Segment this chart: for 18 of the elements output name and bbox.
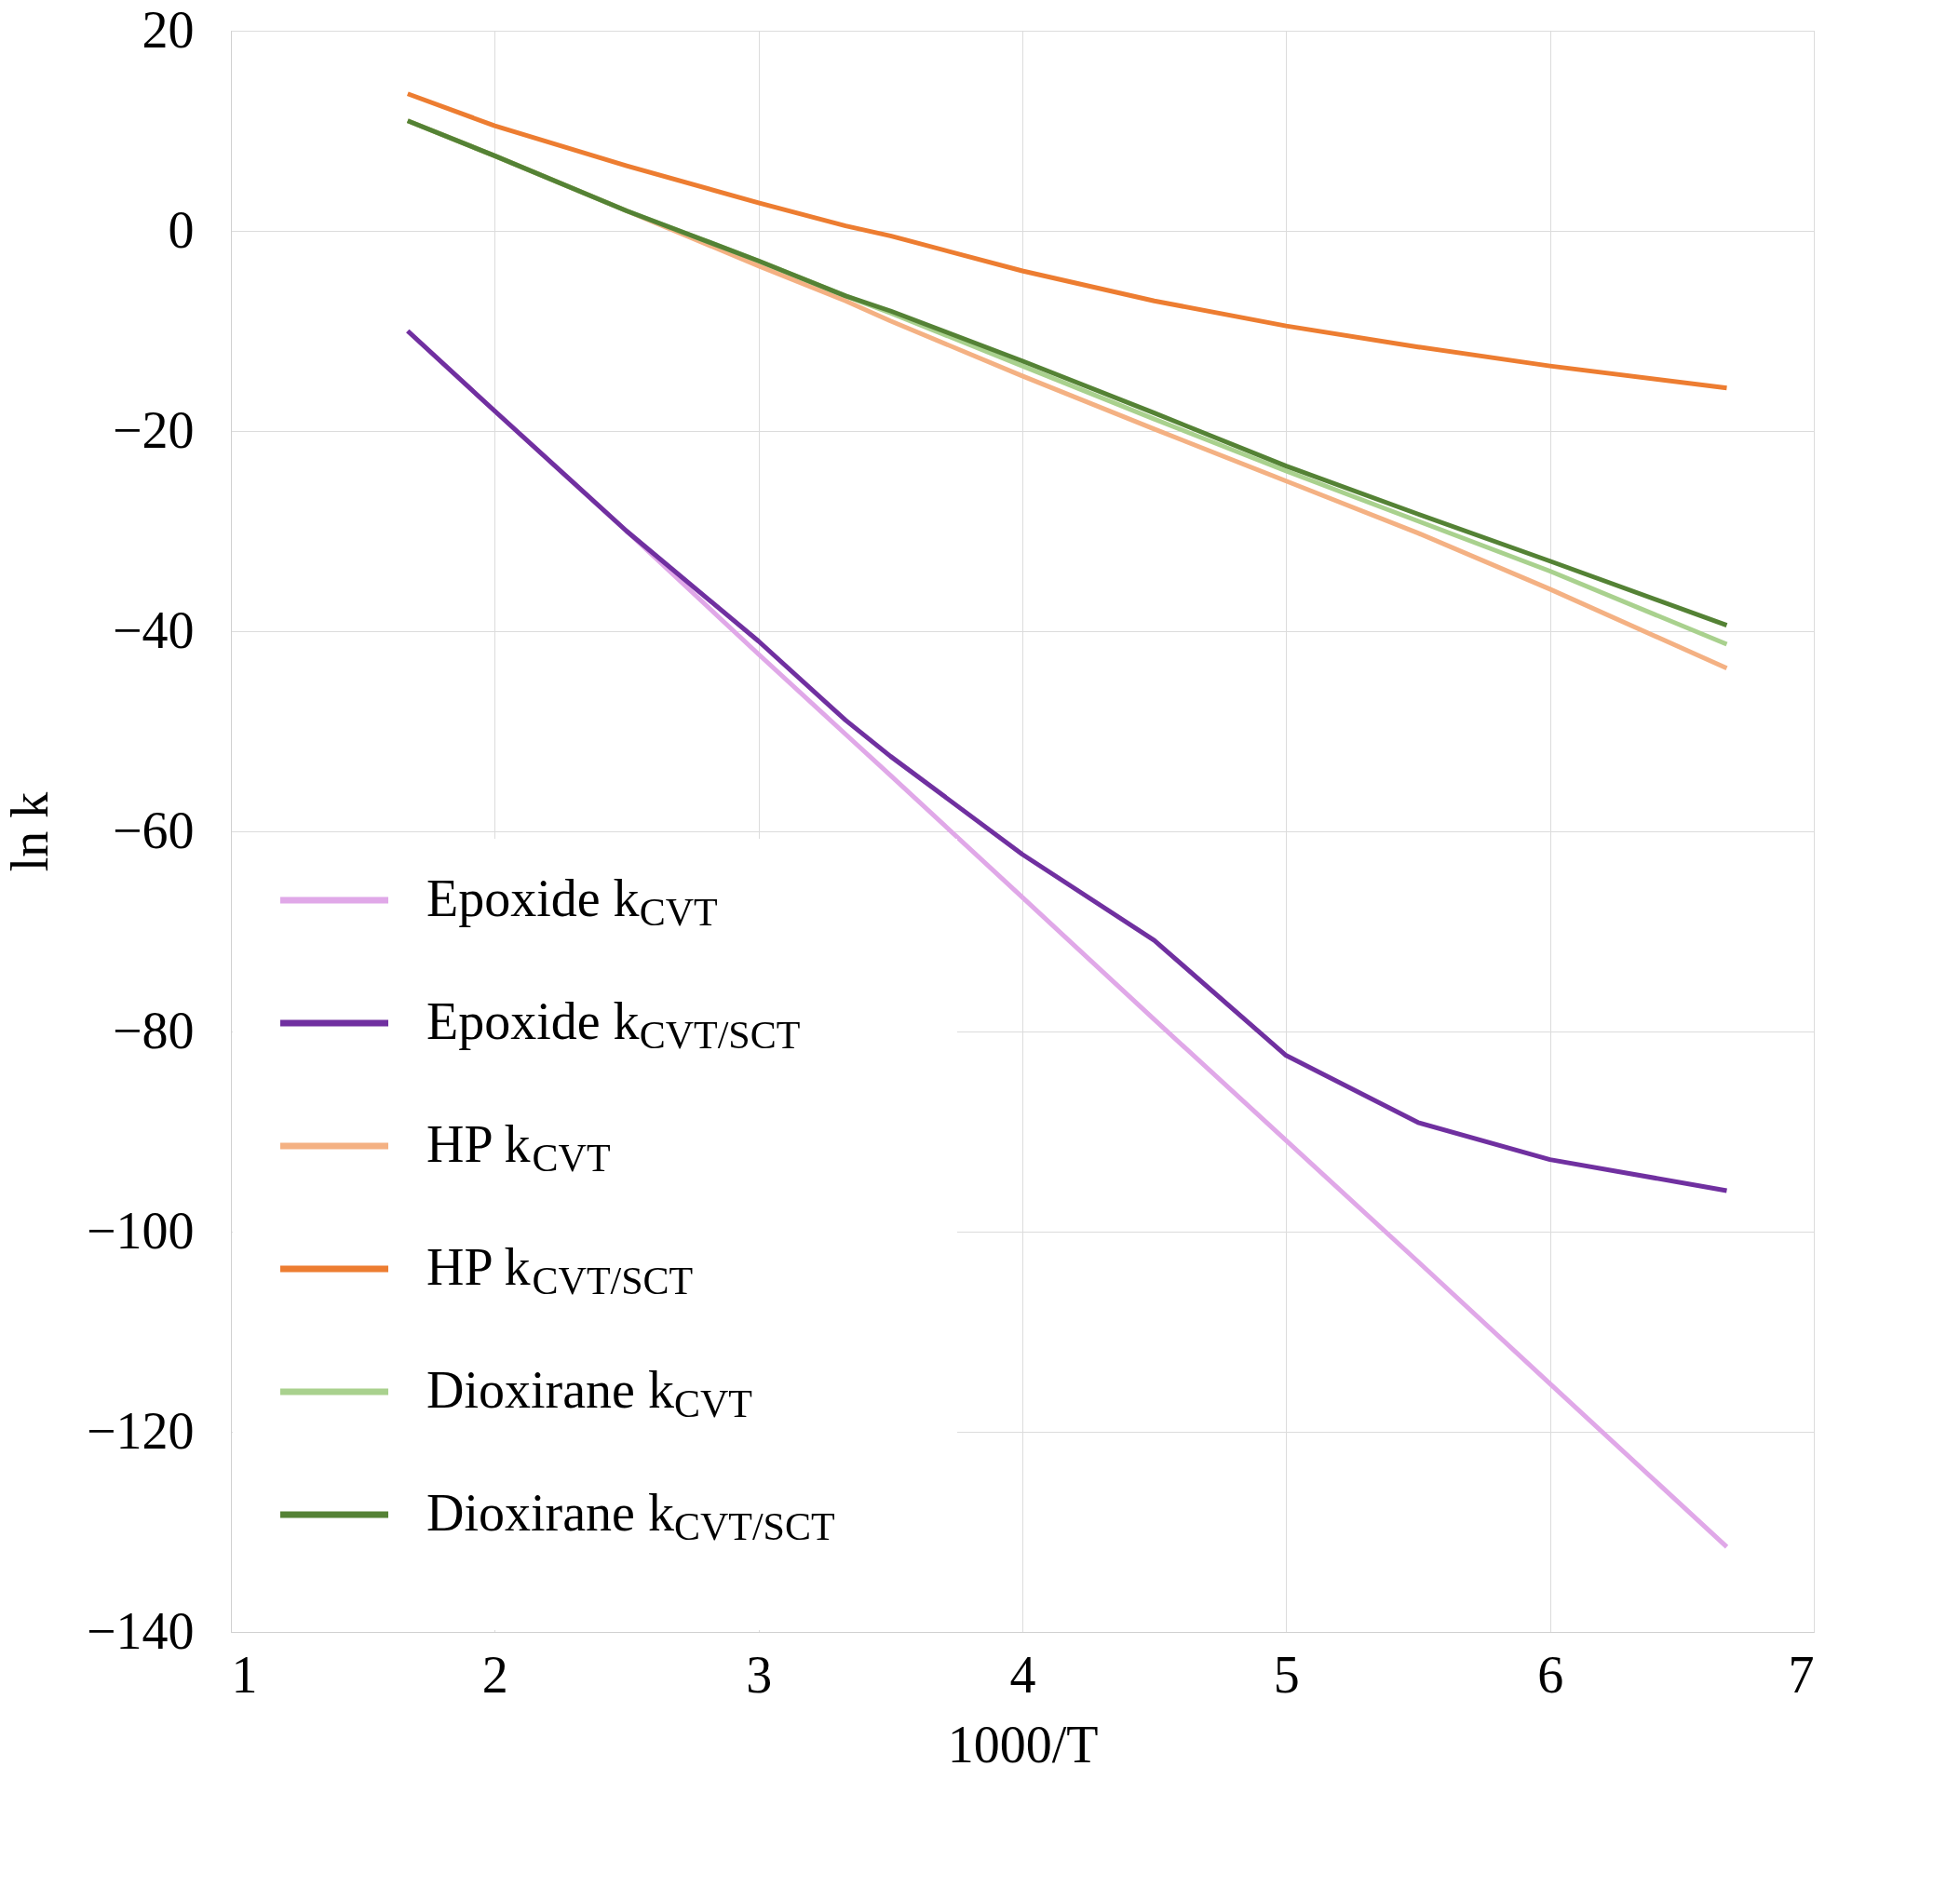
y-tick-label: −120: [86, 1401, 195, 1460]
x-tick-label: 7: [1788, 1645, 1815, 1704]
y-axis-title: ln k: [0, 791, 59, 872]
y-tick-label: −40: [112, 600, 195, 659]
x-tick-label: 1: [231, 1645, 258, 1704]
y-tick-label: −100: [86, 1201, 195, 1260]
x-tick-label: 3: [746, 1645, 773, 1704]
y-tick-label: −80: [112, 1001, 195, 1059]
y-tick-label: −20: [112, 400, 195, 459]
x-tick-label: 5: [1273, 1645, 1300, 1704]
x-axis-title: 1000/T: [947, 1715, 1099, 1773]
y-tick-label: −60: [112, 801, 195, 859]
y-tick-label: 20: [142, 0, 195, 59]
x-tick-label: 6: [1537, 1645, 1564, 1704]
x-tick-label: 2: [481, 1645, 508, 1704]
y-tick-label: 0: [168, 200, 195, 259]
x-tick-label: 4: [1009, 1645, 1036, 1704]
y-tick-label: −140: [86, 1601, 195, 1660]
